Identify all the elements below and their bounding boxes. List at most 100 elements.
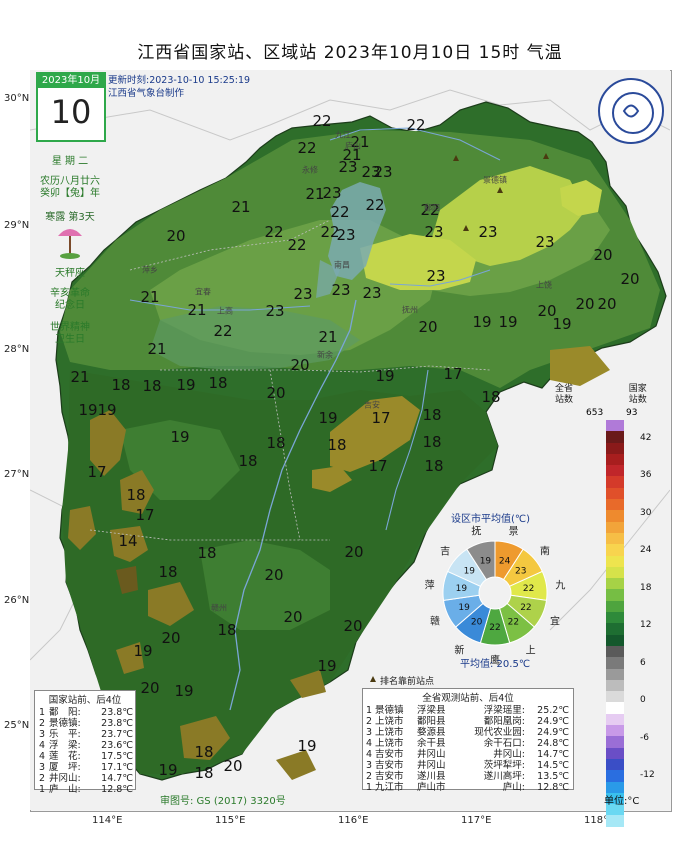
scale-tick: -6 bbox=[640, 732, 649, 743]
meteorology-logo bbox=[598, 78, 664, 144]
station-temperature: 22 bbox=[365, 196, 385, 214]
cell-name: 景德镇: bbox=[49, 718, 81, 729]
legend-total-national: 93 bbox=[626, 408, 638, 418]
scale-tick: 18 bbox=[640, 582, 652, 593]
station-temperature: 22 bbox=[420, 201, 440, 219]
station-temperature: 21 bbox=[318, 328, 338, 346]
cell-name: 莲 花: bbox=[49, 751, 81, 762]
city-label: 上饶 bbox=[536, 280, 552, 290]
cell-value: 14.7℃ bbox=[101, 773, 133, 784]
pie-value: 19 bbox=[464, 567, 476, 577]
table-row: 2 上饶市 鄱阳县 鄱阳凰岗: 24.9℃ bbox=[363, 716, 573, 727]
station-temperature: 19 bbox=[318, 409, 338, 427]
scale-swatch bbox=[606, 645, 624, 658]
scale-swatch bbox=[606, 815, 624, 827]
station-temperature: 21 bbox=[231, 198, 251, 216]
scale-swatch bbox=[606, 532, 624, 545]
cell-rank: 3 bbox=[365, 727, 373, 738]
table-row: 3 上饶市 婺源县 现代农业园: 24.9℃ bbox=[363, 727, 573, 738]
scale-tick: 0 bbox=[640, 695, 646, 706]
lat-label-26: 26°N bbox=[4, 595, 30, 606]
station-temperature: 20 bbox=[161, 629, 181, 647]
rank-marker-icon bbox=[543, 153, 549, 159]
cell-station: 遂川高坪: bbox=[483, 771, 525, 782]
lon-label-114: 114°E bbox=[92, 815, 123, 826]
rank-marker-icon bbox=[497, 187, 503, 193]
cell-county: 余干县 bbox=[417, 738, 446, 749]
scale-swatch bbox=[606, 668, 624, 680]
pie-city-label: 宜 bbox=[550, 616, 561, 628]
libra-icon bbox=[58, 229, 82, 259]
station-temperature: 14 bbox=[118, 532, 138, 550]
station-temperature: 23 bbox=[293, 285, 313, 303]
scale-swatch bbox=[606, 758, 624, 771]
pie-city-label: 抚 bbox=[471, 526, 482, 538]
all-stations-rank-table: 全省观测站前、后4位 1 景德镇 浮梁县 浮梁瑶里: 25.2℃ 2 上饶市 鄱阳县 鄱阳凰岗:… bbox=[362, 688, 574, 793]
scale-swatch bbox=[606, 725, 624, 737]
station-temperature: 21 bbox=[305, 185, 325, 203]
cell-value: 13.5℃ bbox=[537, 771, 569, 782]
station-temperature: 20 bbox=[266, 384, 286, 402]
station-temperature: 20 bbox=[140, 679, 160, 697]
cell-city: 上饶市 bbox=[375, 716, 404, 727]
cell-name: 庐 山: bbox=[49, 784, 81, 795]
cell-city: 九江市 bbox=[375, 782, 404, 793]
cell-rank: 2 bbox=[38, 718, 46, 729]
scale-tick: 12 bbox=[640, 620, 652, 631]
pie-city-label: 鹰 bbox=[490, 655, 500, 667]
date-box: 2023年10月 10 bbox=[36, 72, 106, 142]
legend-col2: 国家 站数 bbox=[628, 384, 647, 405]
pie-city-label: 吉 bbox=[440, 546, 451, 558]
pie-city-label: 南 bbox=[539, 546, 550, 558]
pie-city-label: 上 bbox=[525, 645, 536, 657]
pie-city-label: 赣 bbox=[429, 616, 440, 628]
scale-swatch bbox=[606, 442, 624, 454]
scale-swatch bbox=[606, 566, 624, 579]
table-row: 1 九江市 庐山市 庐山: 12.8℃ bbox=[363, 782, 573, 793]
date-day: 10 bbox=[50, 93, 92, 131]
station-temperature: 18 bbox=[197, 544, 217, 562]
station-temperature: 18 bbox=[111, 376, 131, 394]
logo-swirl-icon bbox=[612, 92, 654, 134]
scale-swatch bbox=[606, 634, 624, 646]
memorial-1: 辛亥革命 纪念日 bbox=[50, 288, 90, 311]
cell-name: 乐 平: bbox=[49, 729, 81, 740]
lat-label-25: 25°N bbox=[4, 720, 30, 731]
cell-name: 厦 坪: bbox=[49, 762, 81, 773]
station-temperature: 20 bbox=[264, 566, 284, 584]
ganzhi-year: 癸卯【兔】年 bbox=[40, 188, 100, 199]
station-temperature: 23 bbox=[331, 281, 351, 299]
pie-average: 平均值: 20.5℃ bbox=[460, 659, 531, 670]
cell-rank: 2 bbox=[365, 771, 373, 782]
legend-col1: 全省 站数 bbox=[555, 384, 574, 405]
cell-value: 12.8℃ bbox=[537, 782, 569, 793]
station-temperature: 23 bbox=[322, 184, 342, 202]
maker: 江西省气象台制作 bbox=[108, 88, 185, 99]
station-temperature: 22 bbox=[213, 322, 233, 340]
lon-label-116: 116°E bbox=[338, 815, 369, 826]
station-temperature: 18 bbox=[194, 743, 214, 761]
map-review-number: 审图号: GS (2017) 3320号 bbox=[160, 796, 286, 807]
station-temperature: 19 bbox=[317, 657, 337, 675]
station-temperature: 21 bbox=[147, 340, 167, 358]
station-temperature: 22 bbox=[330, 203, 350, 221]
station-temperature: 20 bbox=[344, 543, 364, 561]
scale-swatch bbox=[606, 747, 624, 759]
cell-value: 14.5℃ bbox=[537, 760, 569, 771]
table-row: 1 景德镇 浮梁县 浮梁瑶里: 25.2℃ bbox=[363, 705, 573, 716]
scale-swatch bbox=[606, 510, 624, 522]
rank-note: 排名靠前站点 bbox=[380, 677, 435, 687]
cell-name: 鄱 阳: bbox=[49, 707, 81, 718]
cell-station: 鄱阳凰岗: bbox=[483, 716, 525, 727]
scale-tick: -12 bbox=[640, 770, 655, 780]
scale-swatch bbox=[606, 713, 624, 726]
cell-value: 17.1℃ bbox=[101, 762, 133, 773]
pie-city-label: 新 bbox=[454, 645, 465, 657]
station-temperature: 20 bbox=[593, 246, 613, 264]
lat-label-28: 28°N bbox=[4, 344, 30, 355]
pie-value: 19 bbox=[456, 584, 468, 594]
